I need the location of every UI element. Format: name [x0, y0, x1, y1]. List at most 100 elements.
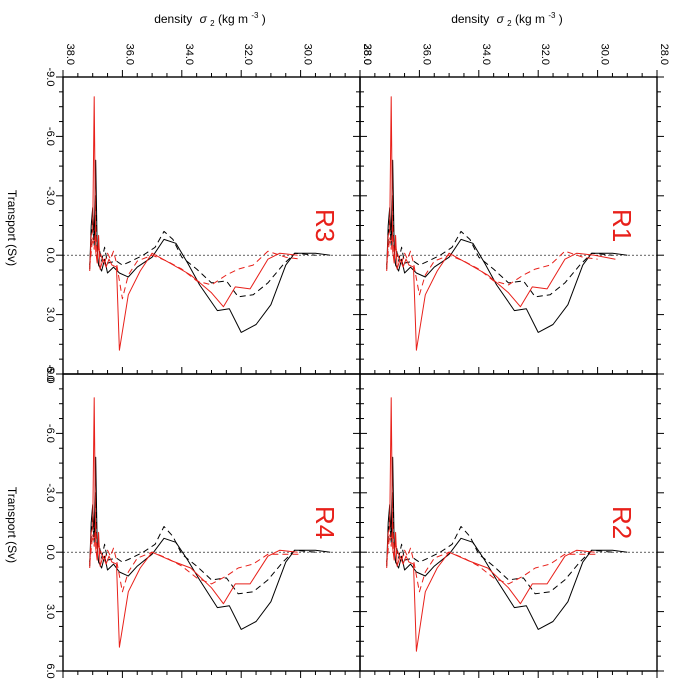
data-point	[535, 593, 536, 594]
data-point	[508, 583, 509, 584]
units-suffix: )	[559, 12, 563, 26]
data-point	[582, 562, 583, 563]
series-line-black-solid	[386, 456, 628, 630]
data-point	[403, 267, 404, 268]
data-point	[520, 306, 521, 307]
top-axis-word: density	[451, 12, 489, 26]
data-point	[416, 350, 417, 351]
x-tick-label: 30.0	[599, 44, 611, 65]
data-point	[419, 294, 420, 295]
data-point	[294, 253, 295, 254]
data-point	[104, 560, 105, 561]
data-point	[493, 280, 494, 281]
data-point	[111, 562, 112, 563]
data-point	[131, 261, 132, 262]
data-point	[594, 255, 595, 256]
data-point	[95, 548, 96, 549]
data-point	[172, 536, 173, 537]
data-point	[425, 274, 426, 275]
series-line-red-solid	[386, 397, 595, 652]
data-point	[463, 261, 464, 262]
data-point	[388, 522, 389, 523]
data-point	[425, 571, 426, 572]
data-point	[128, 571, 129, 572]
x-tick-label: 28.0	[658, 44, 670, 65]
data-point	[478, 566, 479, 567]
data-point	[253, 564, 254, 565]
data-point	[389, 237, 390, 238]
data-point	[119, 350, 120, 351]
data-point	[428, 261, 429, 262]
data-point	[250, 288, 251, 289]
data-point	[394, 263, 395, 264]
data-point	[508, 579, 509, 580]
data-point	[175, 243, 176, 244]
data-point	[449, 554, 450, 555]
data-point	[449, 255, 450, 256]
y-tick-label: 6.0	[44, 366, 56, 381]
data-point	[460, 231, 461, 232]
data-point	[410, 267, 411, 268]
data-point	[535, 296, 536, 297]
data-point	[267, 251, 268, 252]
data-point	[196, 566, 197, 567]
data-point	[405, 259, 406, 260]
data-point	[98, 265, 99, 266]
series-line-red-dashed	[386, 520, 598, 593]
data-point	[401, 544, 402, 545]
data-point	[403, 564, 404, 565]
data-point	[434, 261, 435, 262]
data-point	[425, 575, 426, 576]
data-point	[428, 558, 429, 559]
data-point	[514, 310, 515, 311]
data-point	[404, 569, 405, 570]
data-point	[330, 255, 331, 256]
data-point	[100, 566, 101, 567]
data-point	[300, 554, 301, 555]
data-point	[410, 251, 411, 252]
data-point	[408, 562, 409, 563]
y-tick-label: -9.0	[44, 365, 56, 384]
data-point	[395, 265, 396, 266]
data-point	[98, 247, 99, 248]
data-point	[211, 583, 212, 584]
data-point	[131, 558, 132, 559]
data-point	[434, 558, 435, 559]
data-point	[229, 605, 230, 606]
data-point	[256, 621, 257, 622]
data-point	[238, 269, 239, 270]
data-point	[122, 591, 123, 592]
data-point	[469, 536, 470, 537]
data-point	[564, 259, 565, 260]
data-point	[143, 255, 144, 256]
sigma-subscript: 2	[507, 19, 512, 28]
data-point	[452, 247, 453, 248]
data-point	[97, 560, 98, 561]
data-point	[398, 257, 399, 258]
data-point	[253, 265, 254, 266]
data-point	[535, 269, 536, 270]
data-point	[89, 567, 90, 568]
data-point	[91, 532, 92, 533]
data-point	[496, 284, 497, 285]
data-point	[181, 554, 182, 555]
data-point	[582, 265, 583, 266]
data-point	[391, 397, 392, 398]
x-tick-label: 30.0	[302, 44, 314, 65]
y-tick-label: 3.0	[44, 307, 56, 322]
data-point	[469, 239, 470, 240]
data-point	[472, 243, 473, 244]
data-point	[440, 255, 441, 256]
data-point	[591, 253, 592, 254]
x-tick-label: 36.0	[123, 44, 135, 65]
data-point	[434, 566, 435, 567]
data-point	[395, 532, 396, 533]
data-point	[523, 577, 524, 578]
data-point	[199, 579, 200, 580]
data-point	[113, 564, 114, 565]
data-point	[181, 269, 182, 270]
series-line-red-solid	[89, 96, 298, 351]
data-point	[155, 247, 156, 248]
data-point	[564, 579, 565, 580]
data-point	[478, 269, 479, 270]
